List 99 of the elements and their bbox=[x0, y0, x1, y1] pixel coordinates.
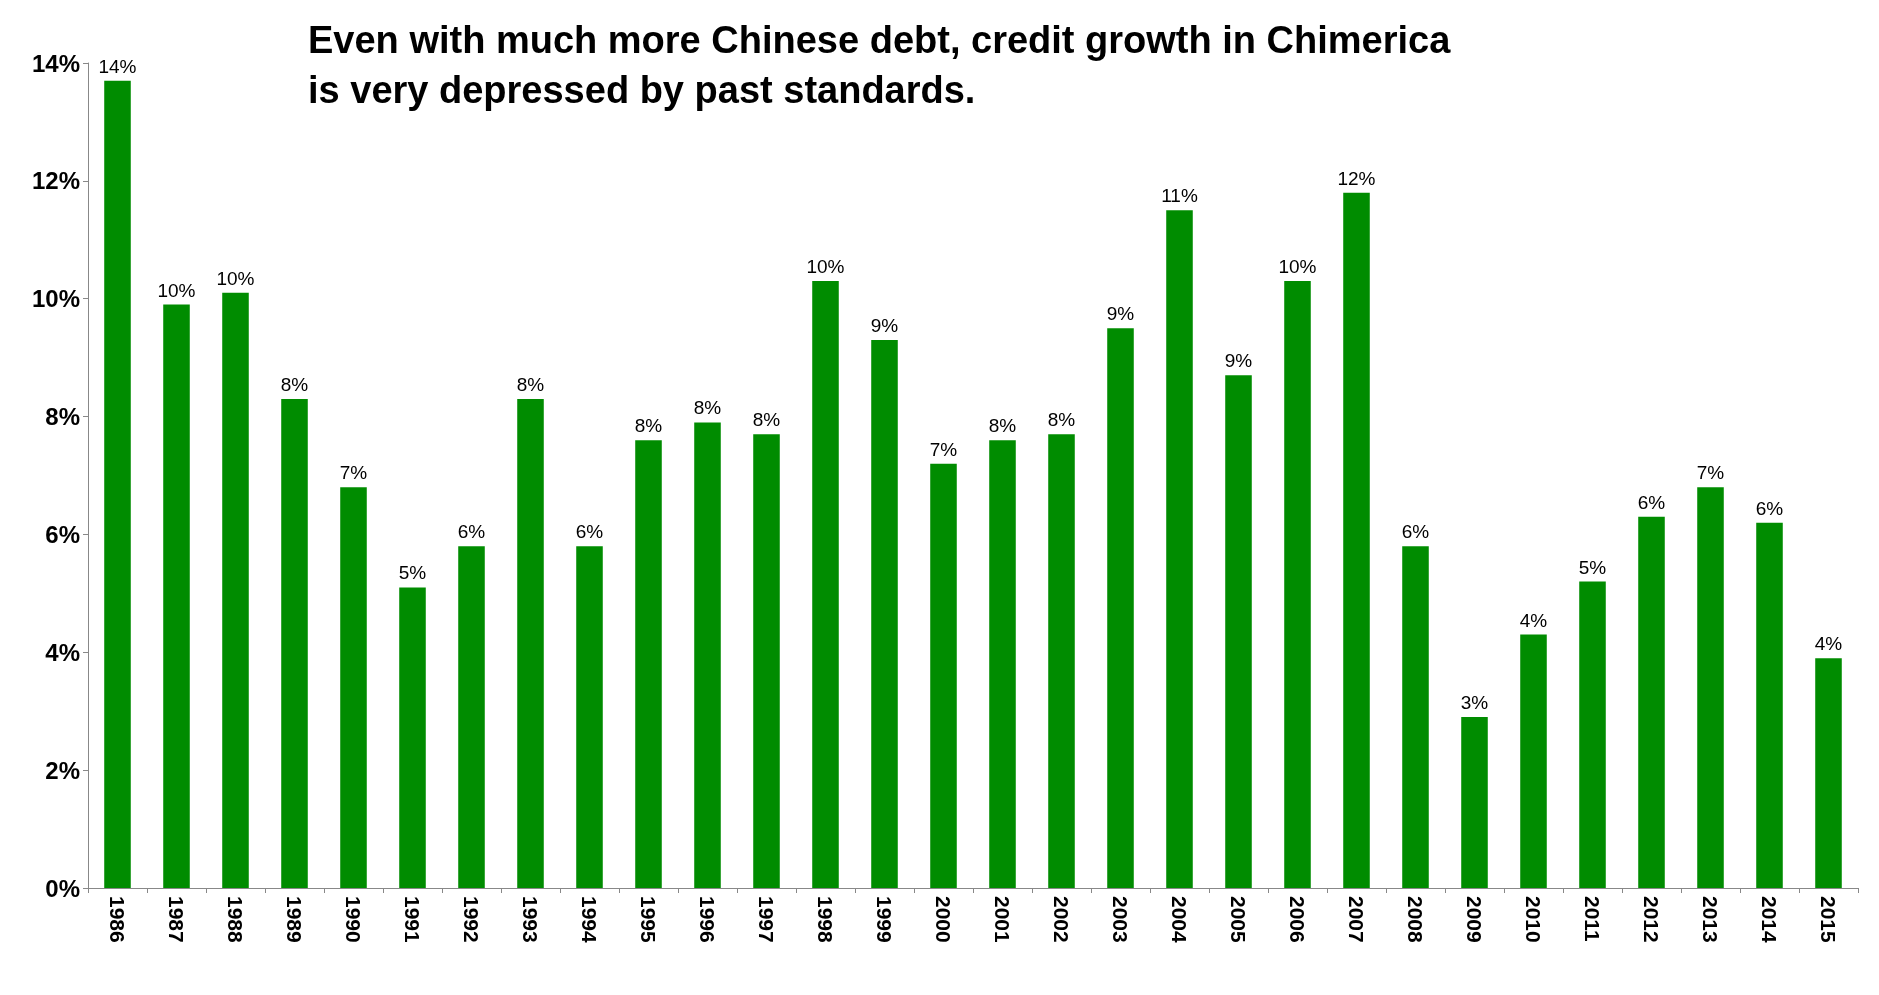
data-label: 8% bbox=[516, 373, 545, 395]
bar bbox=[1638, 516, 1665, 888]
x-tick-label: 2012 bbox=[1640, 896, 1663, 943]
x-tick-label: 1992 bbox=[460, 896, 483, 943]
bar bbox=[871, 339, 898, 888]
data-label: 8% bbox=[634, 415, 663, 437]
bar bbox=[1284, 281, 1311, 888]
x-tick-label: 2007 bbox=[1345, 896, 1368, 943]
y-tick-label: 0% bbox=[45, 874, 80, 902]
bar bbox=[399, 587, 426, 888]
data-label: 7% bbox=[339, 462, 368, 484]
data-label: 3% bbox=[1460, 692, 1489, 714]
bar bbox=[1697, 487, 1724, 888]
x-tick-label: 2014 bbox=[1758, 896, 1781, 944]
x-tick-label: 1999 bbox=[873, 896, 896, 943]
data-label: 8% bbox=[280, 373, 309, 395]
bar bbox=[1166, 210, 1193, 888]
data-label: 8% bbox=[693, 397, 722, 419]
x-tick-label: 1989 bbox=[283, 896, 306, 943]
data-label: 12% bbox=[1337, 167, 1376, 189]
data-label: 14% bbox=[98, 55, 137, 77]
data-label: 9% bbox=[1106, 303, 1135, 325]
data-label: 10% bbox=[1278, 256, 1317, 278]
data-label: 5% bbox=[398, 562, 427, 584]
data-label: 10% bbox=[806, 256, 845, 278]
data-label: 9% bbox=[870, 314, 899, 336]
data-label: 8% bbox=[988, 415, 1017, 437]
x-tick-label: 1990 bbox=[342, 896, 365, 943]
bar bbox=[1048, 434, 1075, 888]
x-tick-label: 2001 bbox=[991, 896, 1014, 944]
data-label: 8% bbox=[1047, 409, 1076, 431]
data-label: 8% bbox=[752, 409, 781, 431]
x-tick-label: 1991 bbox=[401, 896, 424, 944]
bar bbox=[1815, 658, 1842, 888]
bar bbox=[1402, 546, 1429, 888]
x-tick-label: 2000 bbox=[932, 896, 955, 943]
bar bbox=[1579, 581, 1606, 888]
bar bbox=[517, 398, 544, 888]
bar bbox=[104, 80, 131, 888]
x-tick-label: 1997 bbox=[755, 896, 778, 943]
x-tick-label: 2006 bbox=[1286, 896, 1309, 943]
x-tick-label: 2004 bbox=[1168, 896, 1191, 944]
bar bbox=[812, 281, 839, 888]
x-tick-label: 2015 bbox=[1817, 896, 1840, 944]
x-tick-label: 1986 bbox=[106, 896, 129, 943]
x-tick-label: 2008 bbox=[1404, 896, 1427, 944]
x-tick-label: 2009 bbox=[1463, 896, 1486, 943]
data-label: 5% bbox=[1578, 556, 1607, 578]
bar bbox=[930, 463, 957, 888]
bar bbox=[458, 546, 485, 888]
data-label: 10% bbox=[157, 279, 196, 301]
data-label: 4% bbox=[1519, 609, 1548, 631]
data-label: 10% bbox=[216, 267, 255, 289]
bar bbox=[1520, 634, 1547, 888]
x-tick-label: 2005 bbox=[1227, 896, 1250, 944]
x-tick-label: 1993 bbox=[519, 896, 542, 943]
y-tick-label: 4% bbox=[45, 638, 80, 666]
data-label: 4% bbox=[1814, 633, 1843, 655]
x-tick-label: 2003 bbox=[1109, 896, 1132, 943]
bar bbox=[281, 398, 308, 888]
data-label: 6% bbox=[1637, 491, 1666, 513]
y-tick-label: 14% bbox=[31, 49, 80, 77]
bar bbox=[635, 440, 662, 888]
bar bbox=[576, 546, 603, 888]
x-tick-label: 2010 bbox=[1522, 896, 1545, 943]
bar bbox=[340, 487, 367, 888]
y-tick-label: 10% bbox=[31, 285, 80, 313]
bar bbox=[753, 434, 780, 888]
y-tick-label: 6% bbox=[45, 520, 80, 548]
bar bbox=[989, 440, 1016, 888]
data-label: 6% bbox=[457, 521, 486, 543]
x-tick-label: 2013 bbox=[1699, 896, 1722, 943]
x-tick-label: 1994 bbox=[578, 896, 601, 944]
bar bbox=[1461, 717, 1488, 888]
bar bbox=[222, 292, 249, 888]
chart-title: Even with much more Chinese debt, credit growth in Chimerica is very depressed by past standards. bbox=[308, 19, 1452, 111]
data-label: 7% bbox=[929, 438, 958, 460]
x-tick-label: 1998 bbox=[814, 896, 837, 944]
bar bbox=[1756, 522, 1783, 888]
bar bbox=[163, 304, 190, 888]
x-tick-label: 1995 bbox=[637, 896, 660, 944]
data-label: 6% bbox=[1401, 521, 1430, 543]
bar bbox=[1225, 375, 1252, 888]
data-label: 7% bbox=[1696, 462, 1725, 484]
data-label: 6% bbox=[1755, 497, 1784, 519]
x-tick-label: 1988 bbox=[224, 896, 247, 944]
y-tick-label: 2% bbox=[45, 756, 80, 784]
data-label: 9% bbox=[1224, 350, 1253, 372]
x-tick-label: 1987 bbox=[165, 896, 188, 943]
bar bbox=[1107, 328, 1134, 888]
data-label: 11% bbox=[1161, 185, 1198, 207]
y-tick-label: 12% bbox=[31, 167, 80, 195]
x-tick-label: 1996 bbox=[696, 896, 719, 943]
data-label: 6% bbox=[575, 521, 604, 543]
x-tick-label: 2011 bbox=[1581, 896, 1604, 942]
bar bbox=[694, 422, 721, 888]
y-tick-label: 8% bbox=[45, 403, 80, 431]
x-tick-label: 2002 bbox=[1050, 896, 1073, 943]
bar bbox=[1343, 192, 1370, 888]
